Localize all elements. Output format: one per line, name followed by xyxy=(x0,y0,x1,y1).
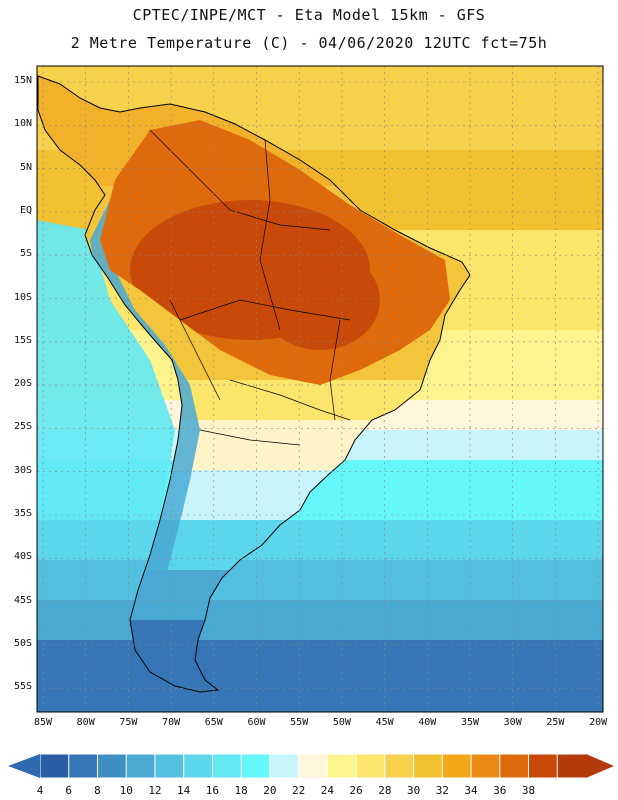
colorbar-label: 24 xyxy=(320,784,334,797)
lat-label: EQ xyxy=(19,204,32,216)
lon-label: 20W xyxy=(589,717,608,728)
lon-label: 85W xyxy=(33,717,53,728)
colorbar-label: 16 xyxy=(205,784,220,797)
colorbar-low-arrow xyxy=(8,754,40,778)
colorbar-label: 28 xyxy=(378,784,392,797)
colorbar-swatch xyxy=(298,753,329,779)
lon-label: 65W xyxy=(204,717,223,728)
title-line-1: CPTEC/INPE/MCT - Eta Model 15km - GFS xyxy=(132,6,486,24)
lat-label: 45S xyxy=(13,594,32,606)
lat-label: 15S xyxy=(13,334,32,346)
colorbar-swatch xyxy=(269,753,300,779)
lat-label: 25S xyxy=(13,421,32,433)
colorbar-swatch xyxy=(556,753,588,779)
colorbar-swatch xyxy=(68,753,99,779)
colorbar-label: 30 xyxy=(406,784,421,797)
title-line-2: 2 Metre Temperature (C) - 04/06/2020 12U… xyxy=(70,34,548,52)
lat-label: 20S xyxy=(13,378,32,390)
colorbar-swatch xyxy=(240,753,271,779)
colorbar-label: 32 xyxy=(435,784,449,797)
ocean-band-9 xyxy=(37,600,603,640)
colorbar-label: 18 xyxy=(234,784,248,797)
lat-label: 5N xyxy=(19,161,32,173)
lon-label: 60W xyxy=(247,717,266,728)
lon-label: 55W xyxy=(290,717,309,728)
lon-label: 50W xyxy=(332,717,351,728)
colorbar-swatch xyxy=(211,753,243,779)
lat-label: 40S xyxy=(13,551,32,563)
lon-label: 35W xyxy=(460,717,480,728)
colorbar-swatch xyxy=(355,753,386,779)
colorbar-label: 12 xyxy=(148,784,162,797)
lon-label: 30W xyxy=(503,717,522,728)
lat-label: 50S xyxy=(13,637,32,649)
colorbar-swatch xyxy=(528,753,559,779)
lat-label: 10N xyxy=(13,118,32,130)
colorbar-label: 22 xyxy=(292,784,306,797)
colorbar-high-arrow xyxy=(586,754,614,778)
colorbar-swatch xyxy=(183,753,214,779)
ocean-band-10 xyxy=(37,640,603,712)
lat-label: 55S xyxy=(13,681,32,693)
lat-label: 15N xyxy=(13,75,32,86)
colorbar-swatch xyxy=(384,753,415,779)
colorbar-label: 26 xyxy=(349,784,363,797)
colorbar xyxy=(8,753,614,779)
lat-label: 10S xyxy=(13,291,32,303)
colorbar-swatch xyxy=(441,753,473,779)
colorbar-label: 10 xyxy=(119,784,133,797)
colorbar-label: 36 xyxy=(493,784,507,797)
colorbar-label: 20 xyxy=(263,784,277,797)
colorbar-label: 34 xyxy=(464,784,478,797)
colorbar-swatch xyxy=(326,753,358,779)
lon-label: 80W xyxy=(76,717,95,728)
pacific-cool-region xyxy=(37,220,175,520)
colorbar-swatch xyxy=(413,753,444,779)
lon-label: 25W xyxy=(546,717,565,728)
ocean-band-8 xyxy=(37,560,603,600)
colorbar-swatch xyxy=(39,753,70,779)
lon-label: 45W xyxy=(375,717,394,728)
colorbar-label: 6 xyxy=(65,784,73,797)
lon-label: 70W xyxy=(162,717,181,728)
colorbar-swatch xyxy=(154,753,185,779)
lat-label: 30S xyxy=(13,464,32,476)
lon-label: 40W xyxy=(418,717,437,728)
colorbar-label: 38 xyxy=(521,784,536,797)
colorbar-label: 8 xyxy=(94,784,101,797)
colorbar-swatch xyxy=(470,753,501,779)
colorbar-label: 4 xyxy=(36,784,44,797)
ocean-band-7 xyxy=(37,520,603,560)
colorbar-swatch xyxy=(96,753,128,779)
colorbar-swatch xyxy=(499,753,530,779)
lat-label: 5S xyxy=(19,248,32,260)
colorbar-swatch xyxy=(125,753,156,779)
lon-label: 75W xyxy=(119,717,138,728)
lat-label: 35S xyxy=(13,508,32,519)
colorbar-label: 14 xyxy=(177,784,191,797)
